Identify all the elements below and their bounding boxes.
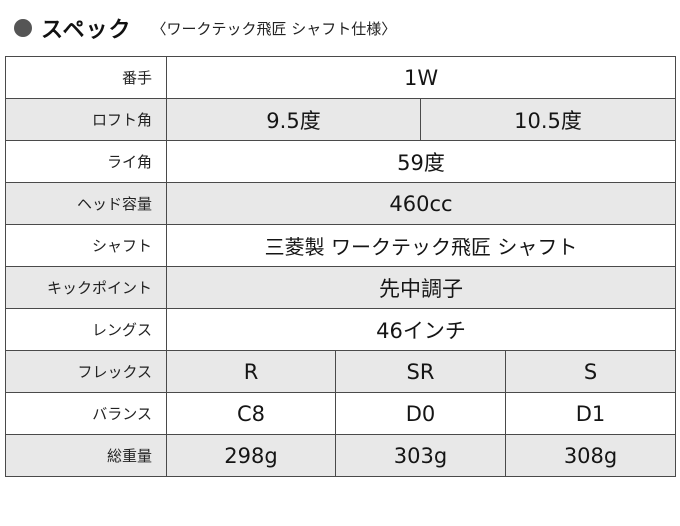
value-weight-r: 298g [166, 434, 336, 477]
value-volume: 460cc [165, 182, 677, 225]
value-flex-r: R [166, 350, 336, 393]
table-row-lie: ライ角 59度 [5, 140, 677, 183]
row-label-loft: ロフト角 [5, 98, 167, 141]
value-kickpoint: 先中調子 [165, 266, 677, 309]
value-balance-s: D1 [504, 392, 677, 435]
row-label-volume: ヘッド容量 [5, 182, 167, 225]
value-loft-2: 10.5度 [419, 98, 677, 141]
row-label-head: 番手 [5, 56, 167, 99]
table-row-loft: ロフト角 9.5度 10.5度 [5, 98, 677, 141]
value-flex-sr: SR [335, 350, 506, 393]
row-label-lie: ライ角 [5, 140, 167, 183]
value-loft-1: 9.5度 [166, 98, 421, 141]
spec-table: 番手 1W ロフト角 9.5度 10.5度 ライ角 59度 ヘッド容量 460c… [5, 56, 677, 477]
table-row-head: 番手 1W [5, 56, 677, 99]
value-lie: 59度 [165, 140, 677, 183]
page-title: スペック [41, 18, 132, 43]
table-row-volume: ヘッド容量 460cc [5, 182, 677, 225]
row-label-balance: バランス [5, 392, 167, 435]
value-shaft: 三菱製 ワークテック飛匠 シャフト [165, 224, 677, 267]
value-weight-sr: 303g [335, 434, 506, 477]
row-label-weight: 総重量 [5, 434, 167, 477]
row-label-shaft: シャフト [5, 224, 167, 267]
section-heading: スペック 〈ワークテック飛匠 シャフト仕様〉 [14, 12, 396, 44]
table-row-kickpoint: キックポイント 先中調子 [5, 266, 677, 309]
value-weight-s: 308g [504, 434, 677, 477]
table-row-shaft: シャフト 三菱製 ワークテック飛匠 シャフト [5, 224, 677, 267]
bullet-icon [14, 19, 32, 37]
value-flex-s: S [504, 350, 677, 393]
table-row-balance: バランス C8 D0 D1 [5, 392, 677, 435]
table-row-flex: フレックス R SR S [5, 350, 677, 393]
table-row-length: レングス 46インチ [5, 308, 677, 351]
row-label-flex: フレックス [5, 350, 167, 393]
row-label-kickpoint: キックポイント [5, 266, 167, 309]
value-length: 46インチ [165, 308, 677, 351]
page-subtitle: 〈ワークテック飛匠 シャフト仕様〉 [151, 19, 397, 38]
row-label-length: レングス [5, 308, 167, 351]
value-balance-sr: D0 [335, 392, 506, 435]
value-head: 1W [165, 56, 677, 99]
table-row-weight: 総重量 298g 303g 308g [5, 434, 677, 477]
value-balance-r: C8 [166, 392, 336, 435]
